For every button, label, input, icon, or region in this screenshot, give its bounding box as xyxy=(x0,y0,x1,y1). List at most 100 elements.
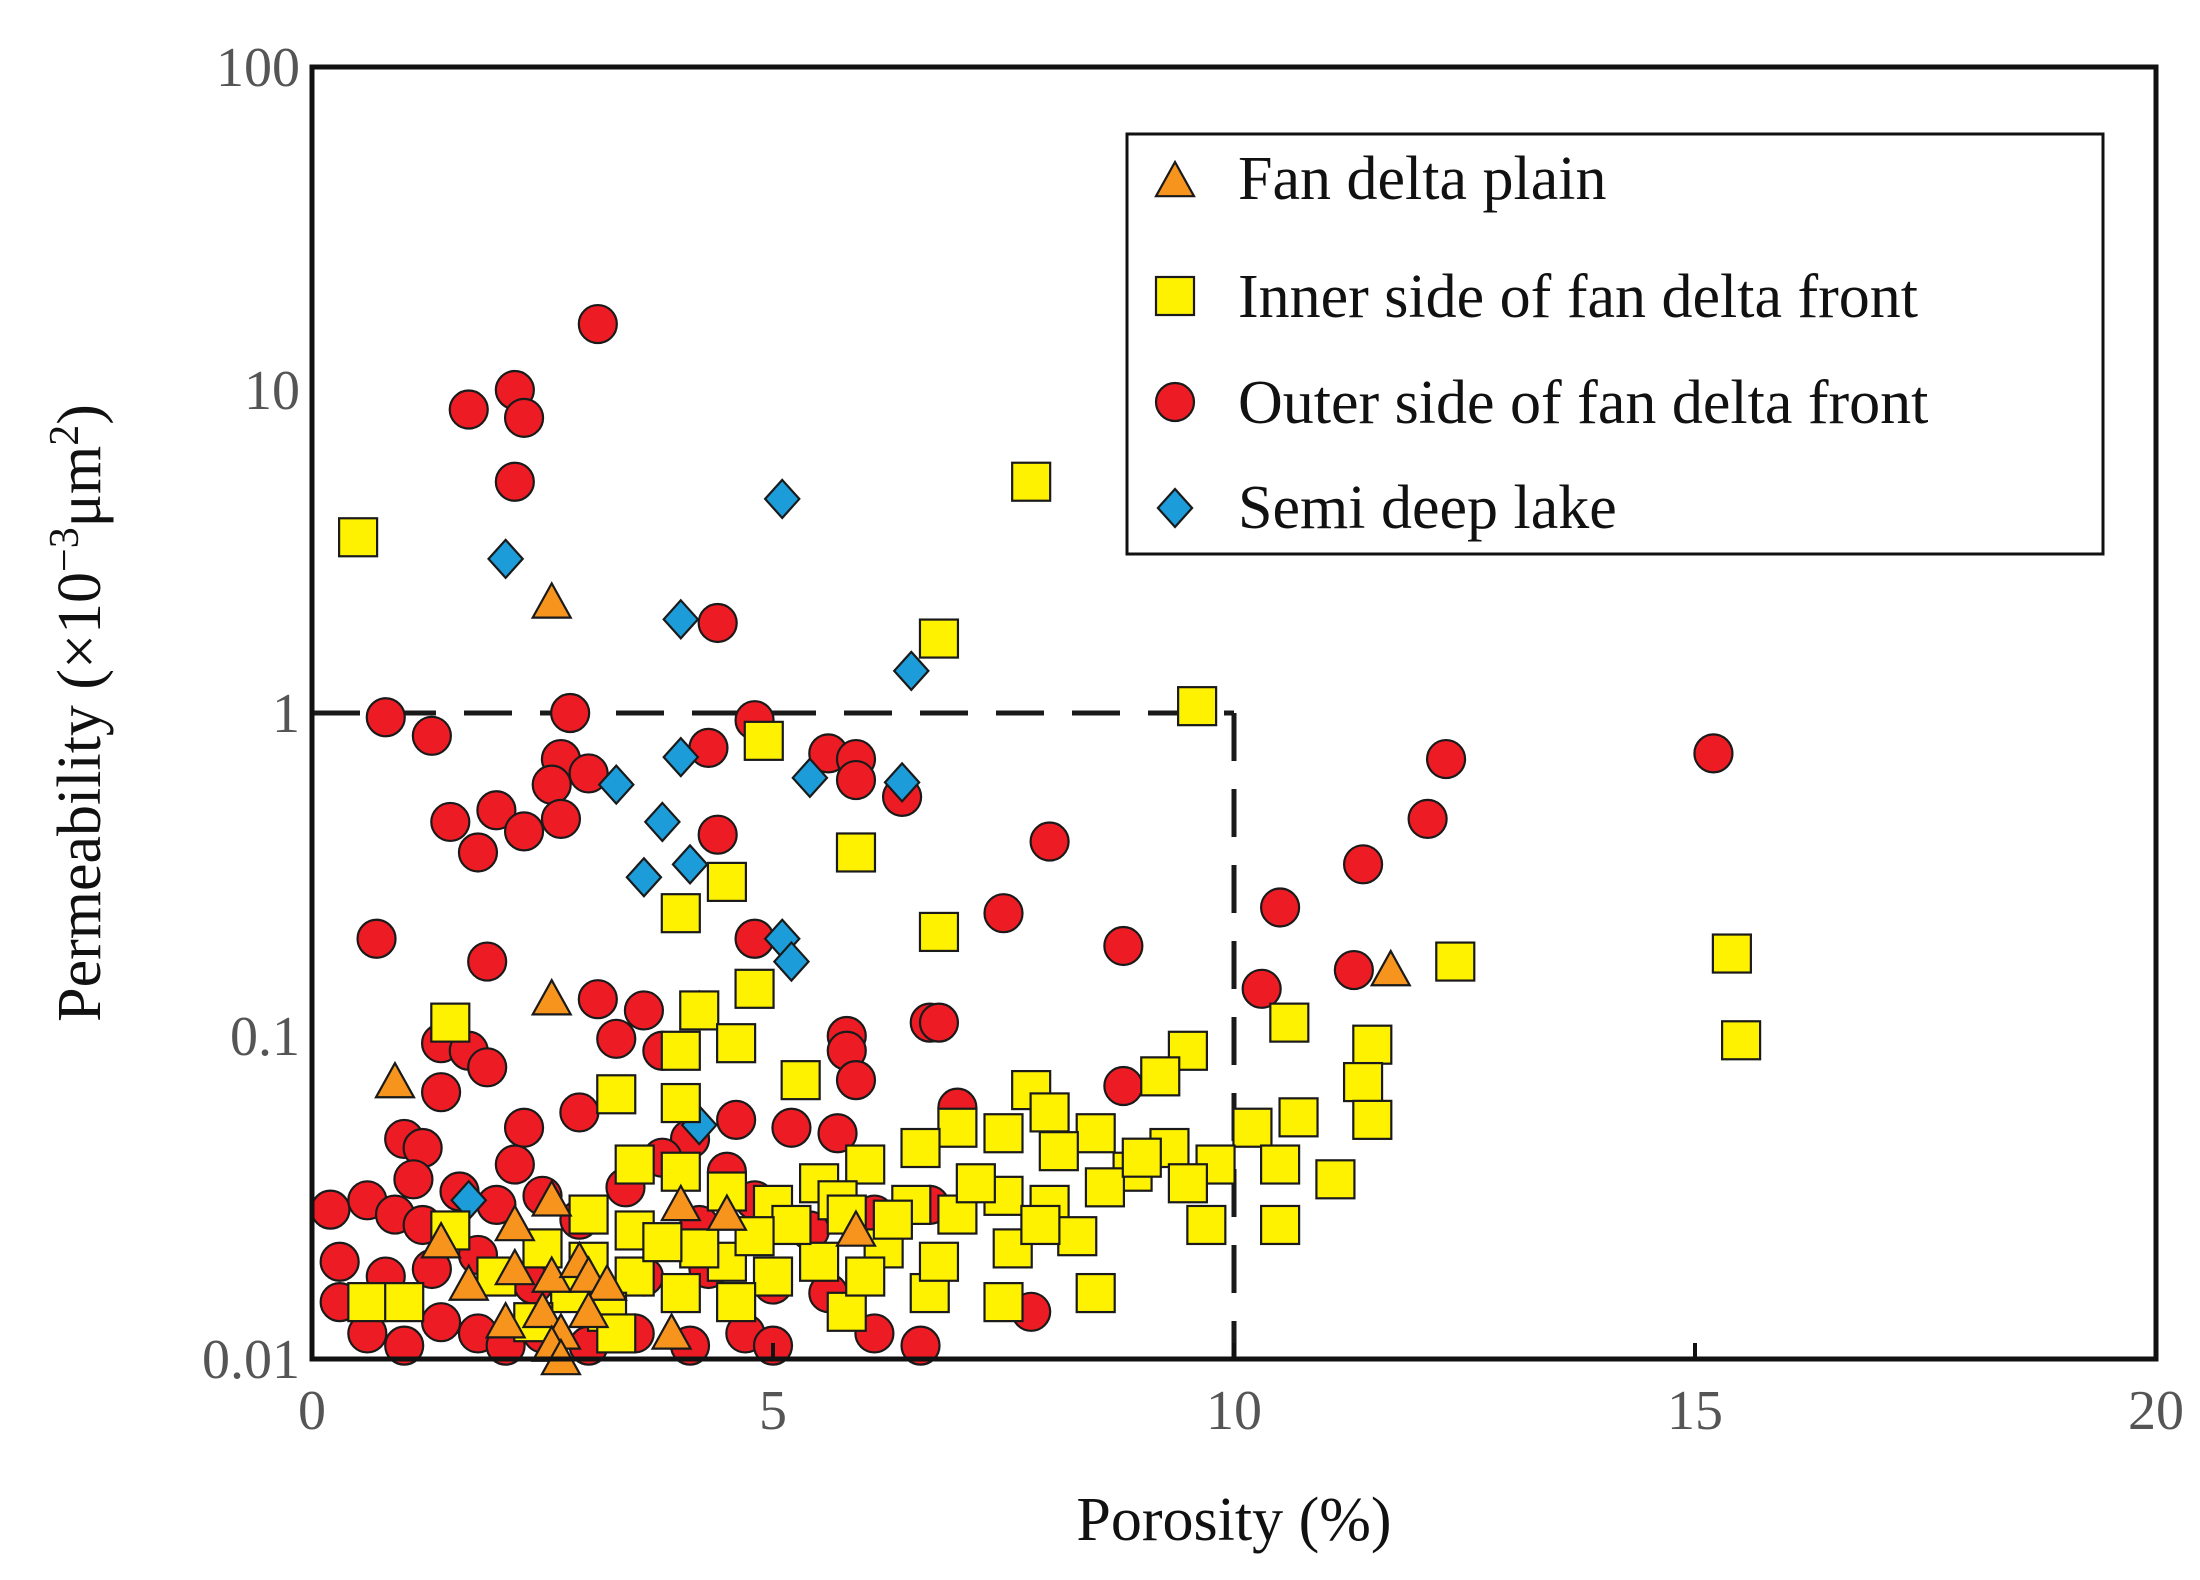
legend-label-fan-delta-plain: Fan delta plain xyxy=(1238,145,1606,213)
data-point-circle xyxy=(1333,949,1374,991)
data-point-triangle xyxy=(530,581,573,619)
data-point-square xyxy=(835,832,877,873)
y-tick-label: 1 xyxy=(272,683,300,745)
data-point-square xyxy=(614,1144,655,1185)
data-point-triangle xyxy=(420,1220,462,1259)
data-point-diamond xyxy=(892,650,930,692)
legend-marker-square xyxy=(1154,275,1196,317)
data-point-triangle xyxy=(650,1312,693,1350)
y-axis-title: Permeability (×10−3μm2) xyxy=(42,404,114,1022)
data-point-square xyxy=(900,1127,941,1169)
data-point-square xyxy=(679,1228,720,1269)
data-point-circle xyxy=(550,692,591,734)
data-point-triangle xyxy=(374,1060,416,1099)
x-tick-label: 0 xyxy=(298,1380,326,1442)
data-point-circle xyxy=(476,790,517,831)
data-point-square xyxy=(1259,1204,1301,1246)
x-tick-label: 5 xyxy=(759,1380,787,1442)
data-point-circle xyxy=(430,801,471,843)
y-tick-label: 100 xyxy=(216,37,300,99)
data-point-square xyxy=(660,893,701,934)
data-point-triangle xyxy=(493,1203,536,1242)
data-point-diamond xyxy=(662,598,700,640)
data-point-circle xyxy=(1693,733,1734,774)
data-point-square xyxy=(716,1023,757,1064)
data-point-circle xyxy=(503,1107,545,1148)
data-point-circle xyxy=(384,1325,425,1366)
data-point-circle xyxy=(531,764,572,805)
data-point-square xyxy=(845,1144,886,1185)
legend-box xyxy=(1125,132,2105,556)
data-point-circle xyxy=(1259,887,1301,928)
data-point-circle xyxy=(457,832,499,873)
x-tick-label: 15 xyxy=(1667,1380,1723,1442)
data-point-triangle xyxy=(447,1263,490,1301)
data-point-circle xyxy=(771,1107,812,1148)
data-point-square xyxy=(771,1204,812,1246)
data-point-circle xyxy=(1407,798,1448,840)
data-point-circle xyxy=(467,1047,508,1088)
data-point-square xyxy=(1038,1131,1079,1172)
data-point-triangle xyxy=(521,1290,564,1329)
data-point-diamond xyxy=(625,856,663,898)
data-point-diamond xyxy=(772,940,811,983)
data-point-square xyxy=(826,1291,867,1332)
data-point-circle xyxy=(817,1113,858,1154)
data-point-circle xyxy=(835,1060,877,1101)
data-point-circle xyxy=(918,1002,960,1043)
data-point-square xyxy=(660,1082,701,1124)
data-point-square xyxy=(1057,1216,1098,1257)
data-point-square xyxy=(679,990,720,1031)
data-point-diamond xyxy=(791,757,829,799)
data-point-square xyxy=(743,720,784,761)
data-point-square xyxy=(1084,1167,1126,1208)
data-point-circle xyxy=(356,918,397,959)
data-point-square xyxy=(1140,1056,1181,1097)
data-point-square xyxy=(918,618,960,659)
data-point-circle xyxy=(503,811,545,852)
data-point-circle xyxy=(467,941,508,982)
data-point-square xyxy=(430,1002,471,1043)
legend-marker-triangle xyxy=(1154,159,1196,198)
data-point-circle xyxy=(365,697,406,738)
data-point-square xyxy=(752,1256,794,1297)
data-point-diamond xyxy=(487,538,525,580)
data-point-square xyxy=(734,968,775,1009)
data-point-circle xyxy=(577,979,618,1020)
legend-label-inner-side: Inner side of fan delta front xyxy=(1238,263,1918,331)
data-point-circle xyxy=(697,814,738,855)
data-point-circle xyxy=(540,798,582,840)
data-point-square xyxy=(706,1171,748,1212)
data-point-triangle xyxy=(530,977,573,1016)
data-point-circle xyxy=(568,753,609,794)
data-point-circle xyxy=(494,1144,535,1185)
data-point-circle xyxy=(420,1072,462,1113)
legend-label-semi-deep-lake: Semi deep lake xyxy=(1238,474,1617,542)
data-point-circle xyxy=(623,990,665,1031)
data-point-circle xyxy=(1241,968,1282,1009)
data-point-square xyxy=(642,1222,683,1263)
data-point-circle xyxy=(983,893,1024,934)
data-point-square xyxy=(522,1228,563,1269)
data-point-square xyxy=(1075,1272,1116,1314)
data-point-square xyxy=(1435,941,1476,982)
data-point-square xyxy=(568,1194,609,1235)
y-tick-label: 0.01 xyxy=(202,1329,300,1391)
x-axis-title: Porosity (%) xyxy=(1076,1486,1391,1554)
data-point-circle xyxy=(1029,821,1070,862)
data-point-square xyxy=(1342,1061,1384,1103)
data-point-circle xyxy=(420,1302,462,1343)
legend-markers xyxy=(1154,159,1196,529)
data-point-triangle xyxy=(567,1290,610,1329)
data-point-square xyxy=(780,1060,821,1101)
data-point-square xyxy=(596,1074,637,1115)
data-point-square xyxy=(706,861,748,902)
data-point-triangle xyxy=(659,1183,702,1222)
data-point-triangle xyxy=(1369,948,1412,987)
y-tick-label: 10 xyxy=(244,360,300,422)
data-point-triangle xyxy=(835,1209,877,1247)
data-point-circle xyxy=(448,389,489,430)
data-point-square xyxy=(983,1113,1024,1154)
data-point-square xyxy=(338,517,379,558)
data-point-triangle xyxy=(484,1300,527,1339)
